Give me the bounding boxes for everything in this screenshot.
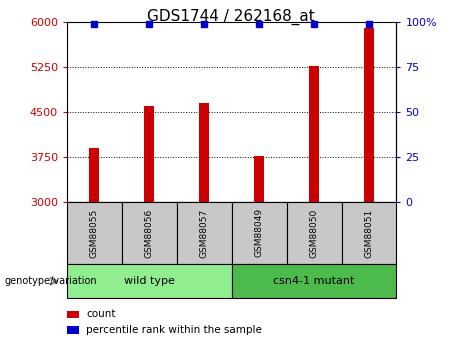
Text: wild type: wild type bbox=[124, 276, 175, 286]
Bar bbox=[342, 202, 396, 264]
Text: csn4-1 mutant: csn4-1 mutant bbox=[273, 276, 355, 286]
Bar bbox=[199, 103, 209, 202]
Bar bbox=[67, 326, 79, 334]
Text: GSM88051: GSM88051 bbox=[365, 208, 373, 257]
Text: GSM88055: GSM88055 bbox=[90, 208, 99, 257]
Bar bbox=[231, 264, 396, 298]
Bar bbox=[122, 202, 177, 264]
Bar bbox=[67, 310, 79, 318]
Bar bbox=[67, 264, 231, 298]
Bar bbox=[89, 148, 99, 202]
Bar bbox=[67, 202, 122, 264]
Bar bbox=[364, 28, 374, 202]
Text: percentile rank within the sample: percentile rank within the sample bbox=[87, 325, 262, 335]
Bar bbox=[309, 66, 319, 202]
Bar bbox=[144, 106, 154, 202]
Text: GDS1744 / 262168_at: GDS1744 / 262168_at bbox=[147, 9, 314, 25]
Text: GSM88057: GSM88057 bbox=[200, 208, 209, 257]
Bar bbox=[231, 202, 287, 264]
Text: GSM88050: GSM88050 bbox=[309, 208, 319, 257]
Text: genotype/variation: genotype/variation bbox=[5, 276, 97, 286]
Text: GSM88056: GSM88056 bbox=[145, 208, 154, 257]
Bar bbox=[177, 202, 231, 264]
Bar bbox=[287, 202, 342, 264]
Text: count: count bbox=[87, 309, 116, 319]
Bar bbox=[254, 156, 264, 202]
Text: GSM88049: GSM88049 bbox=[254, 208, 264, 257]
